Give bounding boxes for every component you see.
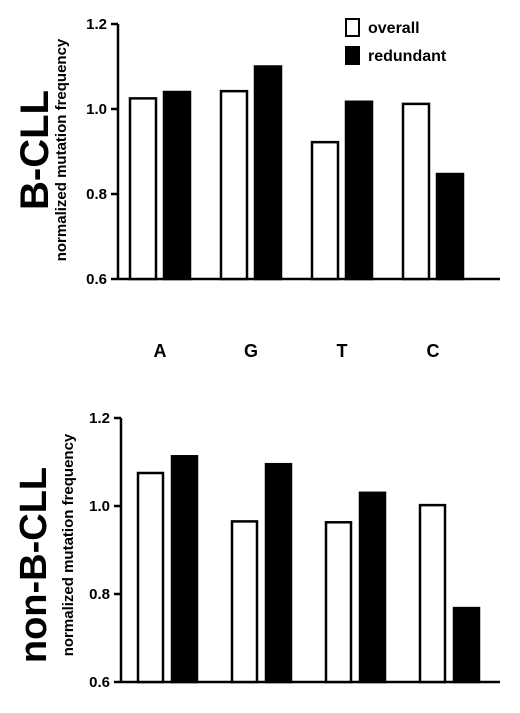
y-tick-label: 0.8 [86,186,107,203]
bar-overall-G [230,520,259,684]
bar-redundant-G [253,65,283,281]
chart-non-b-cll: non-B-CLL normalized mutation frequency … [13,410,500,691]
y-axis-label-b-cll: normalized mutation frequency [53,38,70,261]
bar-overall-C [401,102,431,281]
bar-overall-G [219,89,249,281]
y-tick-label: 1.0 [86,101,107,118]
x-category-label: T [337,341,348,361]
panel-title-b-cll: B-CLL [13,90,57,210]
x-category-label: G [244,341,258,361]
y-ticks-b-cll: 0.6 0.8 1.0 1.2 [86,16,118,288]
bar-overall-T [324,521,353,684]
bar-overall-C [418,503,447,684]
bars-b-cll [128,65,465,281]
y-ticks-non-b-cll: 0.6 0.8 1.0 1.2 [89,410,121,691]
bar-overall-A [128,97,158,281]
bar-redundant-A [170,455,199,684]
bar-overall-T [310,140,340,281]
panel-title-non-b-cll: non-B-CLL [13,467,55,663]
y-tick-label: 0.8 [89,586,110,603]
legend-label-overall: overall [368,20,420,37]
bar-overall-A [136,471,165,684]
y-axis-label-non-b-cll: normalized mutation frequency [60,433,77,656]
legend: overall redundant [345,18,447,65]
chart-b-cll: B-CLL normalized mutation frequency 0.60… [13,16,500,361]
legend-label-redundant: redundant [368,48,447,65]
bar-redundant-G [264,462,293,684]
y-tick-label: 1.0 [89,498,110,515]
bar-redundant-C [452,606,481,684]
y-tick-label: 0.6 [86,271,107,288]
y-tick-label: 0.6 [89,674,110,691]
legend-swatch-redundant [345,46,360,65]
bar-redundant-T [344,100,374,281]
x-category-label: C [427,341,440,361]
bar-redundant-C [435,172,465,281]
bar-redundant-A [162,90,192,281]
bars-non-b-cll [136,455,481,684]
y-tick-label: 1.2 [89,410,110,427]
bar-redundant-T [358,491,387,684]
legend-swatch-overall [345,18,360,37]
x-category-label: A [154,341,167,361]
y-tick-label: 1.2 [86,16,107,33]
